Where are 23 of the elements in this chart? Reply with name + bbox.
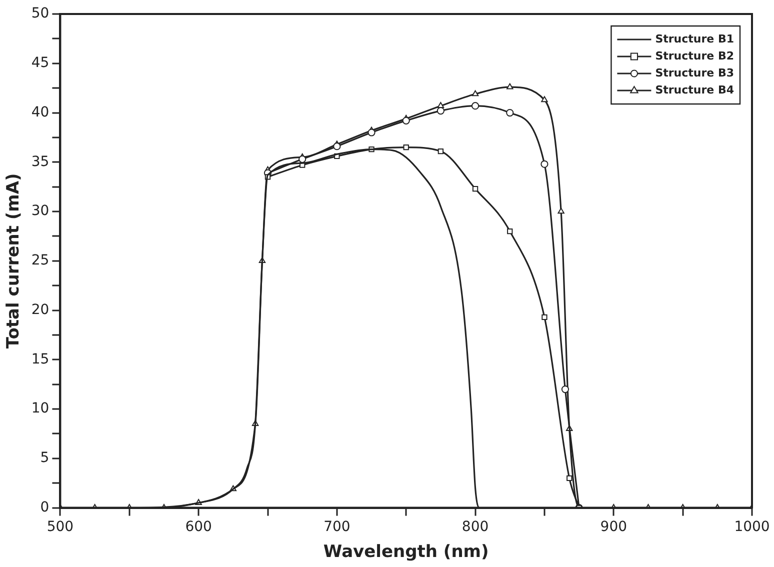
x-tick-label: 900: [600, 518, 628, 535]
y-tick-label: 20: [31, 302, 50, 318]
y-tick-label: 50: [31, 6, 50, 22]
x-tick-label: 500: [46, 518, 74, 535]
x-tick-label: 800: [462, 518, 489, 535]
y-tick-label: 0: [40, 499, 50, 516]
legend-label: Structure B3: [655, 66, 734, 80]
legend-label: Structure B2: [655, 49, 734, 62]
y-tick-label: 35: [31, 154, 50, 170]
y-tick-label: 10: [31, 400, 50, 417]
y-tick-label: 40: [31, 104, 50, 120]
x-axis-title: Wavelength (nm): [323, 542, 489, 562]
y-tick-label: 5: [40, 450, 50, 466]
legend-label: Structure B4: [655, 83, 734, 96]
y-tick-label: 15: [31, 351, 50, 368]
legend-label: Structure B1: [655, 32, 734, 46]
x-tick-label: 700: [324, 518, 350, 535]
x-tick-label: 600: [185, 518, 212, 535]
y-tick-label: 45: [31, 55, 50, 72]
y-tick-label: 25: [31, 252, 50, 269]
x-tick-label: 1000: [734, 518, 770, 535]
y-tick-label: 30: [31, 203, 50, 220]
y-axis-title: Total current (mA): [4, 173, 24, 349]
